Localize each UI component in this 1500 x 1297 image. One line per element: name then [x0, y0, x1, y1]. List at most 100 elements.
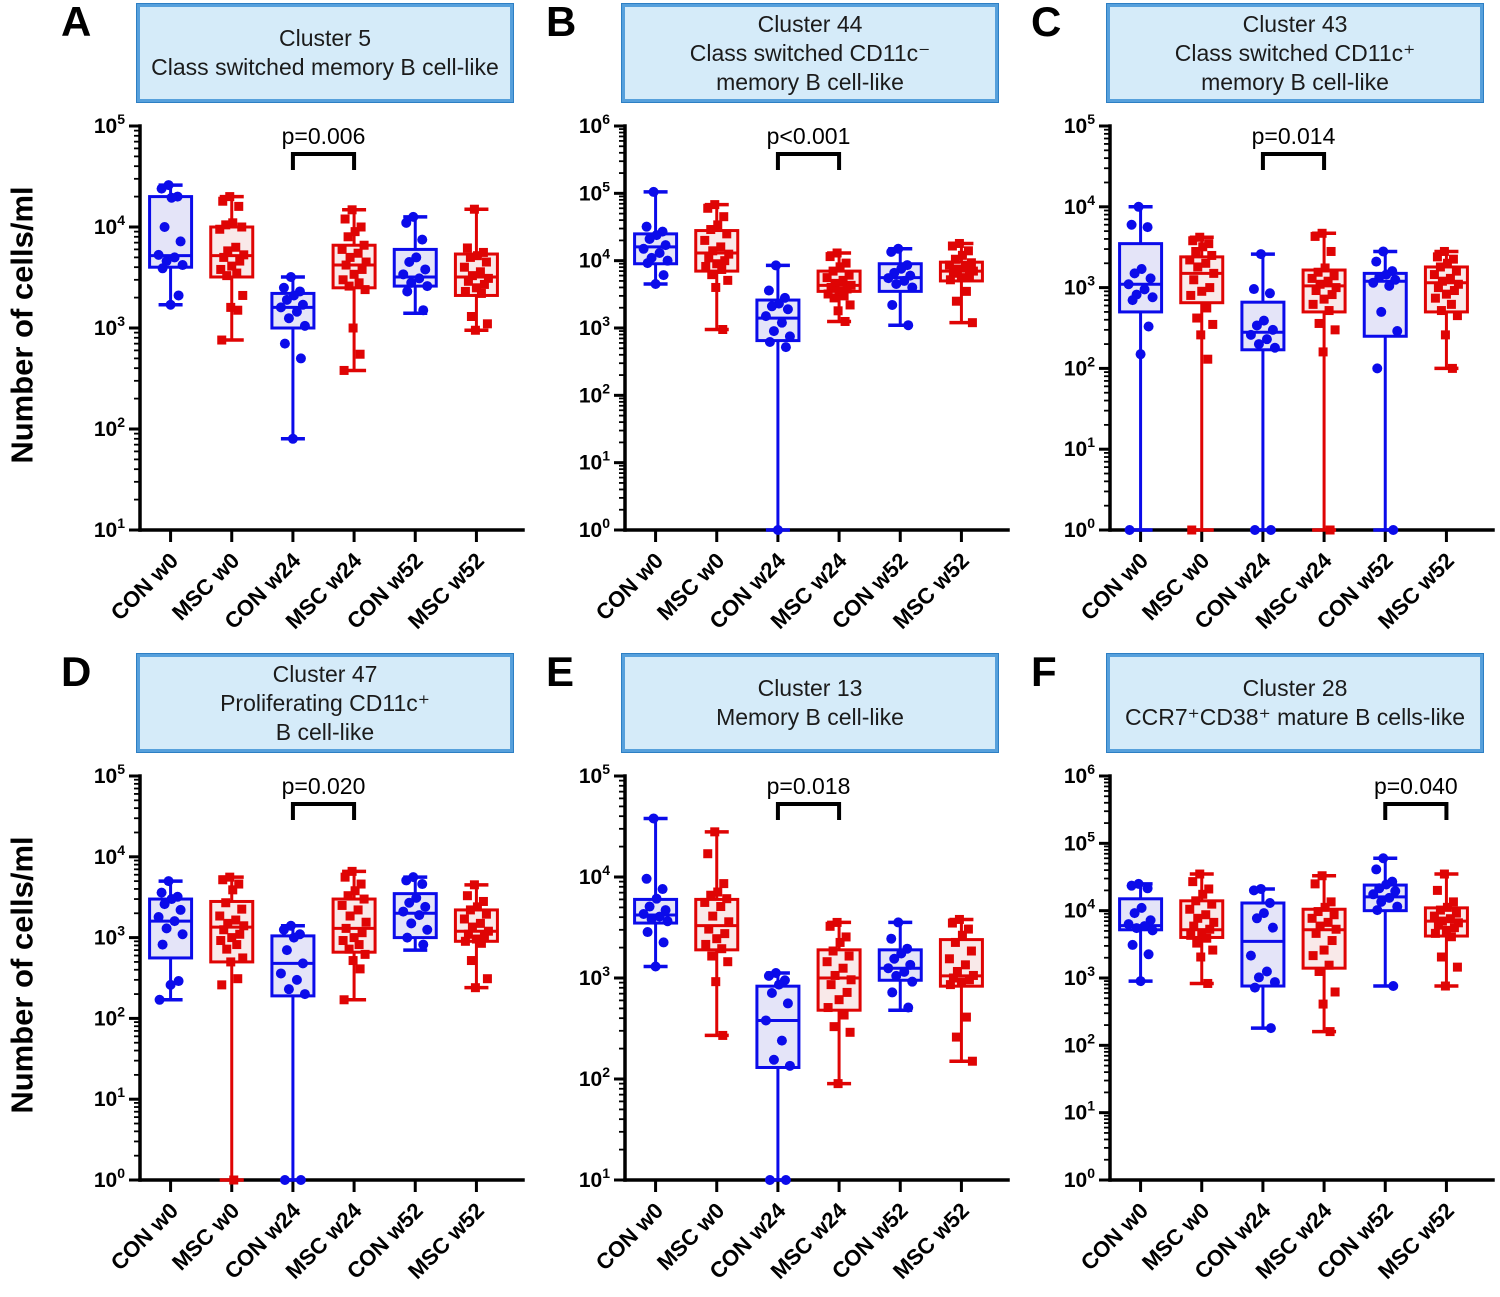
svg-text:104: 104 [94, 842, 125, 869]
boxplot-CON-w52 [1362, 246, 1408, 535]
svg-text:103: 103 [94, 313, 125, 340]
svg-text:105: 105 [94, 111, 125, 138]
panel-E: E Cluster 13 Memory B cell-like 101 102 10… [530, 650, 1015, 1297]
boxplot-CON-w0 [633, 813, 679, 972]
boxplot-MSC-w24 [331, 205, 377, 375]
svg-text:102: 102 [579, 1064, 610, 1091]
boxplot-CON-w52 [392, 211, 438, 316]
panel-F: F Cluster 28 CCR7⁺CD38⁺ mature B cells-l… [1015, 650, 1500, 1297]
p-value-label: p=0.018 [767, 773, 851, 799]
panel-letter: C [1031, 0, 1062, 45]
panel-title-line: Cluster 28 [1242, 675, 1348, 701]
panel-letter: E [546, 648, 575, 695]
panel-plot-area: 100 101 102 103 104 105 CON w0 MSC w0 CON w24 MSC… [1015, 98, 1500, 650]
svg-text:101: 101 [1064, 434, 1095, 461]
p-value-label: p=0.014 [1252, 123, 1336, 149]
panel-title-line: CCR7⁺CD38⁺ mature B cells-like [1125, 704, 1465, 730]
p-value-label: p<0.001 [767, 123, 851, 149]
boxplot-CON-w24 [755, 260, 801, 535]
panel-title-line: Cluster 5 [278, 25, 372, 51]
y-axis-title: Number of cells/ml [4, 186, 40, 464]
panel-title: Cluster 28 CCR7⁺CD38⁺ mature B cells-lik… [1106, 653, 1484, 753]
panel-title-line: Cluster 44 [757, 10, 863, 37]
boxplot-CON-w0 [1118, 201, 1164, 535]
boxplot-CON-w24 [755, 968, 801, 1185]
svg-text:106: 106 [579, 111, 610, 138]
svg-text:104: 104 [1064, 192, 1095, 219]
panel-title-line: memory B cell-like [1201, 68, 1389, 95]
panel-letter: B [546, 0, 577, 45]
boxplot-MSC-w52 [1423, 246, 1469, 373]
boxplot-MSC-w0 [209, 192, 255, 345]
svg-text:101: 101 [579, 448, 610, 475]
panel-title: Cluster 13 Memory B cell-like [621, 653, 999, 753]
panel-title-line: Cluster 47 [272, 660, 378, 687]
boxplot-MSC-w0 [1179, 232, 1225, 535]
panel-A: Number of cells/ml A Cluster 5 Class swi… [5, 0, 530, 650]
svg-text:104: 104 [579, 862, 610, 889]
svg-text:CON w0: CON w0 [591, 1198, 668, 1275]
svg-text:CON w0: CON w0 [591, 548, 668, 625]
svg-text:101: 101 [579, 1165, 610, 1192]
panel-letter: F [1031, 648, 1057, 695]
svg-text:105: 105 [579, 178, 610, 205]
svg-text:103: 103 [579, 313, 610, 340]
svg-text:104: 104 [579, 246, 610, 273]
p-value-label: p=0.006 [282, 123, 366, 149]
svg-text:102: 102 [94, 414, 125, 441]
svg-text:102: 102 [1064, 1030, 1095, 1057]
panel-title-line: Proliferating CD11c⁺ [220, 689, 430, 716]
panel-letter: D [61, 648, 92, 695]
panel-title: Cluster 5 Class switched memory B cell-l… [136, 3, 514, 103]
boxplot-CON-w24 [270, 920, 316, 1185]
boxplot-CON-w0 [148, 180, 194, 310]
boxplot-CON-w24 [270, 271, 316, 444]
significance-bracket [1260, 152, 1327, 170]
boxplot-CON-w0 [1118, 878, 1164, 987]
panel-title: Cluster 43 Class switched CD11c⁺ memory … [1106, 3, 1484, 103]
panel-title-line: Cluster 43 [1242, 10, 1348, 37]
svg-text:104: 104 [94, 212, 125, 239]
significance-bracket [775, 802, 842, 820]
svg-text:103: 103 [94, 923, 125, 950]
svg-text:100: 100 [1064, 515, 1095, 542]
boxplot-CON-w0 [148, 876, 194, 1005]
panel-title-line: Class switched CD11c⁻ [689, 39, 931, 66]
significance-bracket [290, 802, 357, 820]
svg-text:101: 101 [94, 1084, 125, 1111]
panel-plot-area: 100 101 102 103 104 105 106 CON w0 MSC w0 CON w24… [1015, 748, 1500, 1297]
svg-text:103: 103 [1064, 273, 1095, 300]
boxplot-MSC-w0 [1179, 869, 1225, 988]
panel-title: Cluster 47 Proliferating CD11c⁺ B cell-l… [136, 653, 514, 753]
svg-text:CON w0: CON w0 [106, 548, 183, 625]
panel-letter: A [61, 0, 92, 45]
p-value-label: p=0.040 [1374, 773, 1458, 799]
svg-text:100: 100 [1064, 1165, 1095, 1192]
svg-text:102: 102 [1064, 353, 1095, 380]
boxplot-CON-w52 [877, 917, 923, 1013]
boxplot-MSC-w24 [1301, 228, 1347, 535]
svg-text:105: 105 [579, 761, 610, 788]
panel-plot-area: 101 102 103 104 105 CON w0 MSC w0 CON w24 MSC w2… [45, 98, 530, 650]
svg-text:103: 103 [579, 963, 610, 990]
boxplot-MSC-w24 [816, 248, 862, 326]
panel-title-line: B cell-like [275, 718, 375, 745]
panel-title: Cluster 44 Class switched CD11c⁻ memory … [621, 3, 999, 103]
boxplot-MSC-w0 [209, 872, 255, 1185]
significance-bracket [775, 152, 842, 170]
boxplot-MSC-w52 [938, 238, 984, 328]
boxplot-MSC-w0 [694, 200, 740, 334]
figure-row-1: Number of cells/ml A Cluster 5 Class swi… [5, 0, 1500, 650]
svg-text:105: 105 [94, 761, 125, 788]
y-axis-title: Number of cells/ml [4, 836, 40, 1114]
panel-title-line: Cluster 13 [757, 675, 863, 701]
boxplot-CON-w52 [392, 872, 438, 952]
svg-text:102: 102 [94, 1003, 125, 1030]
boxplot-CON-w52 [877, 243, 923, 331]
figure-row-2: Number of cells/ml D Cluster 47 Prolifer… [5, 648, 1500, 1297]
svg-text:103: 103 [1064, 963, 1095, 990]
